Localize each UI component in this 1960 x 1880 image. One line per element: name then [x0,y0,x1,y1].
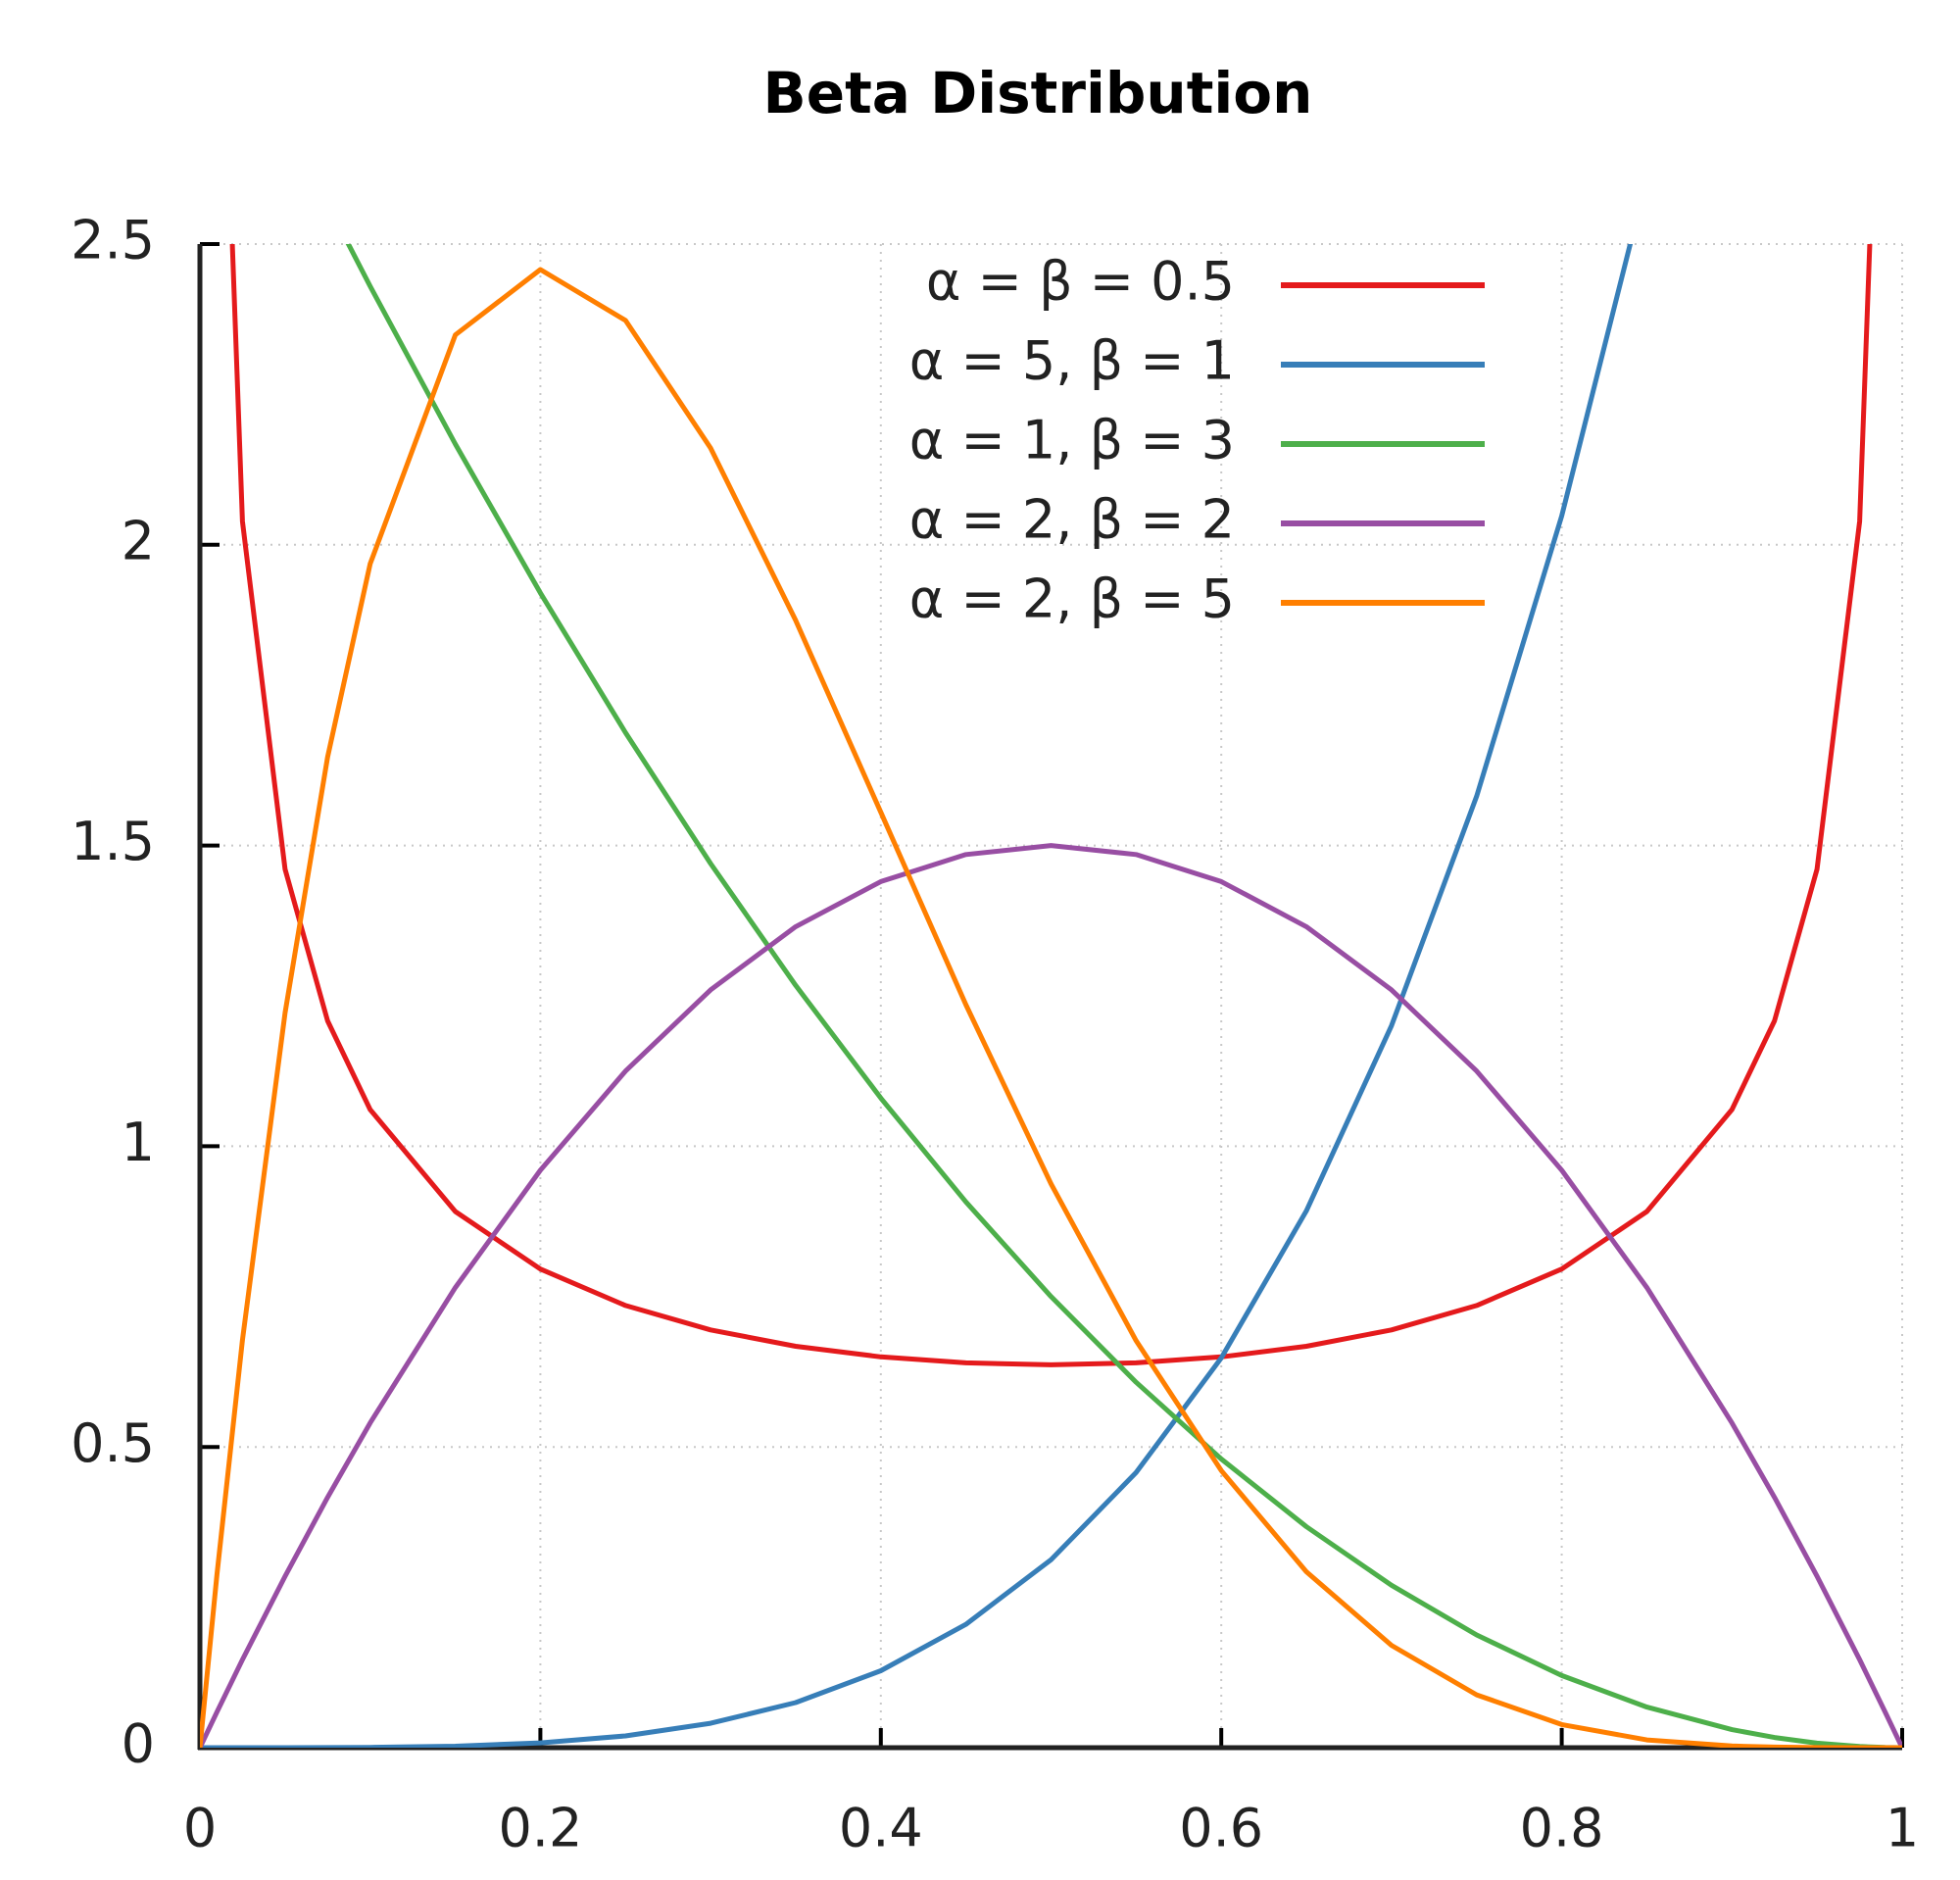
y-tick-label: 2.5 [71,210,155,272]
series-line [200,843,1902,1748]
legend-label: α = 5, β = 1 [909,330,1235,392]
legend-label: α = 2, β = 5 [909,569,1235,630]
y-tick-label: 0.5 [71,1412,155,1474]
y-tick-label: 0 [122,1713,155,1775]
plot-area [200,244,1902,1748]
x-tick-label: 1 [1886,1798,1919,1859]
chart-title: Beta Distribution [763,60,1313,126]
x-tick-label: 0.4 [839,1798,923,1859]
y-tick-label: 2 [122,510,155,571]
y-tick-label: 1 [122,1112,155,1173]
legend-label: α = 2, β = 2 [909,489,1235,551]
x-tick-label: 0.2 [498,1798,582,1859]
x-tick-label: 0 [183,1798,217,1859]
series-line [345,244,1902,1748]
legend-label: α = 1, β = 3 [909,410,1235,471]
y-tick-label: 1.5 [71,811,155,872]
x-tick-label: 0.8 [1520,1798,1604,1859]
series-line [229,244,1873,1367]
series-line [200,244,1634,1748]
legend-label: α = β = 0.5 [926,251,1235,313]
x-tick-label: 0.6 [1179,1798,1263,1859]
series-line [200,267,1902,1748]
